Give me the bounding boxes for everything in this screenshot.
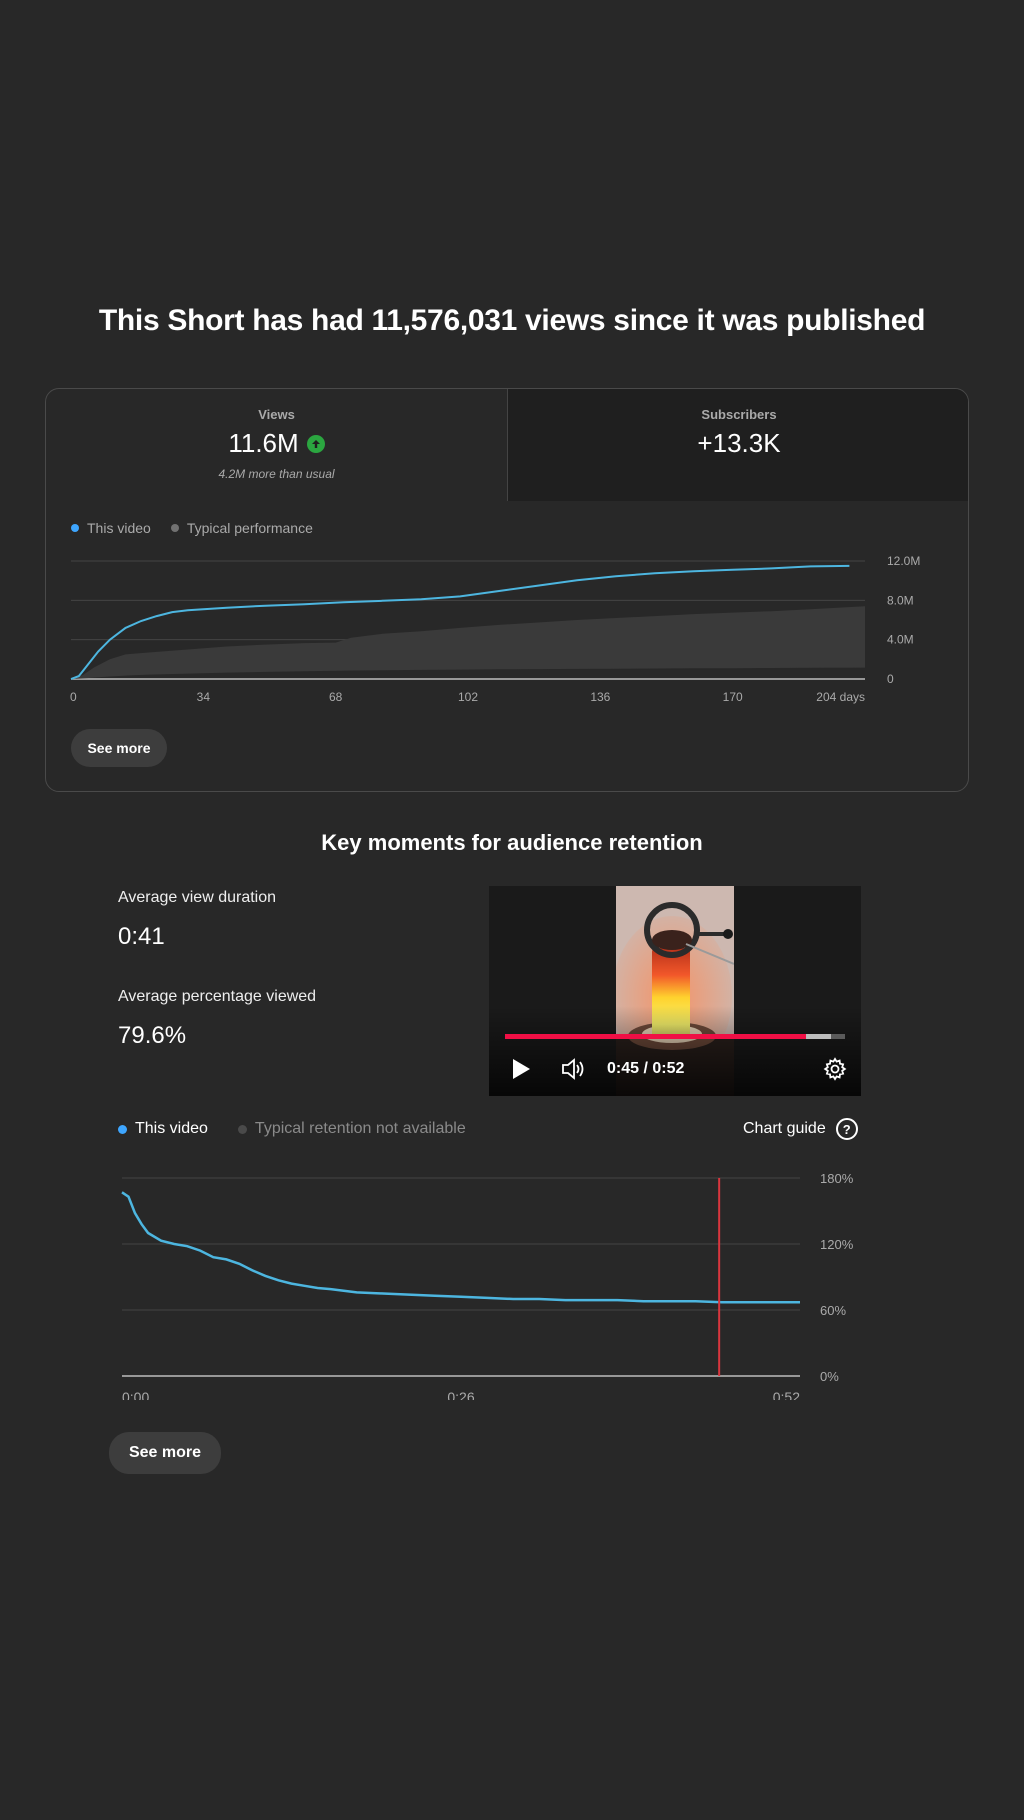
subscribers-label: Subscribers <box>701 407 777 422</box>
play-icon[interactable] <box>511 1058 531 1085</box>
typical-performance-band <box>71 606 865 679</box>
views-chart: 12.0M 8.0M 4.0M 0 0 34 68 102 136 170 204 days <box>70 554 920 704</box>
legend-this-video: This video <box>71 520 151 536</box>
avg-percentage-value: 79.6% <box>118 1022 187 1049</box>
y-tick-label: 180% <box>820 1171 854 1186</box>
trend-up-icon <box>306 434 325 453</box>
tab-views[interactable]: Views 11.6M 4.2M more than usual <box>46 389 508 501</box>
legend-this-video-label: This video <box>87 520 151 536</box>
progress-bar[interactable] <box>505 1034 845 1039</box>
retention-line <box>121 1191 800 1304</box>
avg-percentage-label: Average percentage viewed <box>118 988 317 1005</box>
time-display: 0:45 / 0:52 <box>607 1060 685 1077</box>
controls-overlay <box>489 1006 861 1096</box>
retention-chart-legend: This video Typical retention not availab… <box>118 1120 466 1138</box>
y-tick-label: 60% <box>820 1303 846 1318</box>
legend-dot-icon <box>118 1124 127 1134</box>
avg-view-duration-label: Average view duration <box>118 889 277 906</box>
y-tick-label: 8.0M <box>887 593 914 607</box>
x-tick-label: 0:00 <box>122 1389 149 1400</box>
x-tick-label: 0:52 <box>773 1389 800 1400</box>
views-chart-legend: This video Typical performance <box>71 520 313 536</box>
x-tick-label: 204 days <box>816 690 865 704</box>
overview-card: Views 11.6M 4.2M more than usual Subscri… <box>45 388 969 792</box>
x-tick-label: 170 <box>723 690 743 704</box>
legend-this-video: This video <box>118 1120 208 1138</box>
legend-dot-icon <box>71 524 79 532</box>
video-player[interactable]: 0:45 / 0:52 <box>489 886 861 1096</box>
settings-gear-icon[interactable] <box>823 1057 847 1086</box>
views-value: 11.6M <box>228 428 299 458</box>
x-tick-label: 68 <box>329 690 343 704</box>
tab-subscribers[interactable]: Subscribers +13.3K <box>508 389 968 501</box>
chart-guide-label: Chart guide <box>743 1120 826 1137</box>
views-comparison-note: 4.2M more than usual <box>218 467 335 481</box>
see-more-button[interactable]: See more <box>71 729 167 767</box>
page-headline: This Short has had 11,576,031 views sinc… <box>98 304 926 337</box>
legend-typical-label: Typical performance <box>186 520 313 536</box>
x-tick-label: 102 <box>458 690 478 704</box>
y-tick-label: 0% <box>820 1369 839 1384</box>
retention-chart: 180% 120% 60% 0% 0:00 0:26 0:52 <box>121 1171 854 1400</box>
legend-typical-retention-label: Typical retention not available <box>254 1120 466 1137</box>
legend-typical: Typical performance <box>170 520 313 536</box>
views-value-row: 11.6M <box>46 428 507 459</box>
y-tick-label: 4.0M <box>887 633 914 647</box>
legend-typical-retention: Typical retention not available <box>237 1120 466 1138</box>
avg-view-duration-value: 0:41 <box>118 923 165 950</box>
legend-this-video-label: This video <box>135 1120 208 1137</box>
volume-icon[interactable] <box>561 1058 587 1085</box>
chart-guide-link[interactable]: Chart guide ? <box>743 1118 858 1140</box>
y-tick-label: 0 <box>887 672 894 686</box>
subscribers-value: +13.3K <box>697 428 781 458</box>
help-icon[interactable]: ? <box>835 1118 858 1140</box>
x-tick-label: 34 <box>197 690 211 704</box>
y-tick-label: 12.0M <box>887 554 920 568</box>
retention-title: Key moments for audience retention <box>321 830 703 855</box>
legend-dot-icon <box>170 524 179 532</box>
progress-played <box>505 1034 806 1039</box>
retention-see-more-button[interactable]: See more <box>109 1432 221 1474</box>
x-tick-label: 0 <box>70 690 77 704</box>
this-video-line <box>70 564 850 680</box>
y-tick-label: 120% <box>820 1237 854 1252</box>
x-tick-label: 0:26 <box>447 1389 474 1400</box>
views-label: Views <box>258 407 295 422</box>
legend-dot-icon <box>237 1124 247 1134</box>
x-tick-label: 136 <box>590 690 610 704</box>
